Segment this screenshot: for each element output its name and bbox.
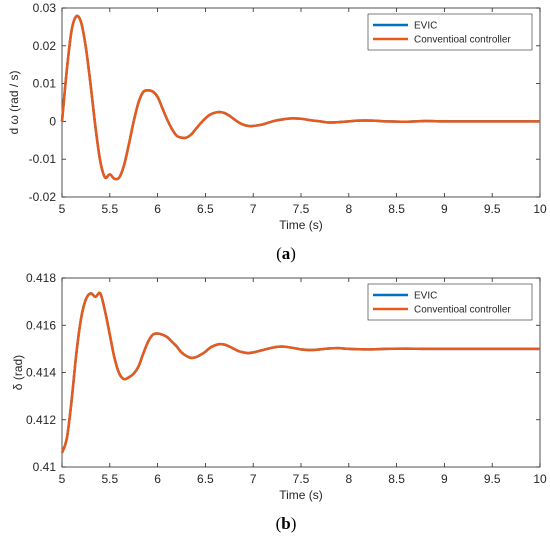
y-tick-label: 0.41 bbox=[33, 460, 57, 474]
x-axis-label: Time (s) bbox=[279, 218, 323, 232]
caption-b-letter: b bbox=[281, 514, 290, 533]
x-tick-label: 6 bbox=[154, 202, 161, 216]
y-tick-label: 0.418 bbox=[26, 271, 56, 285]
x-tick-label: 8.5 bbox=[388, 202, 405, 216]
y-tick-label: 0.02 bbox=[33, 39, 57, 53]
x-tick-label: 9.5 bbox=[484, 202, 501, 216]
legend-label-1: Conventioal controller bbox=[414, 305, 511, 316]
caption-a-letter: a bbox=[282, 244, 291, 263]
legend-label-0: EVIC bbox=[414, 291, 437, 302]
caption-a: (a) bbox=[276, 244, 296, 263]
x-tick-label: 6.5 bbox=[197, 472, 214, 486]
x-tick-label: 7 bbox=[250, 202, 257, 216]
legend-label-1: Conventioal controller bbox=[414, 35, 511, 46]
x-tick-label: 6 bbox=[154, 472, 161, 486]
y-tick-label: 0.416 bbox=[26, 318, 56, 332]
x-tick-label: 10 bbox=[533, 202, 547, 216]
x-tick-label: 7.5 bbox=[293, 202, 310, 216]
y-tick-label: 0.414 bbox=[26, 366, 56, 380]
x-tick-label: 6.5 bbox=[197, 202, 214, 216]
y-axis-label: δ (rad) bbox=[11, 355, 25, 390]
y-tick-label: 0.412 bbox=[26, 413, 56, 427]
legend-box bbox=[367, 283, 533, 321]
y-tick-label: 0.03 bbox=[33, 1, 57, 15]
legend-label-0: EVIC bbox=[414, 21, 437, 32]
caption-b: (b) bbox=[276, 514, 297, 533]
chart-a: 5 5.5 6 6.5 7 7.5 8 8.5 9 9.5 10 -0.02 -0.01 0 0.01 0.0… bbox=[7, 1, 547, 232]
series-line-conventioal-controller bbox=[60, 14, 540, 181]
x-tick-label: 5.5 bbox=[101, 472, 118, 486]
x-tick-label: 9 bbox=[441, 202, 448, 216]
x-tick-label: 9 bbox=[441, 472, 448, 486]
legend-box bbox=[367, 13, 533, 51]
x-tick-label: 8.5 bbox=[388, 472, 405, 486]
chart-b: 5 5.5 6 6.5 7 7.5 8 8.5 9 9.5 10 0.41 0.412 0.414 0.41… bbox=[11, 271, 547, 502]
x-tick-label: 5.5 bbox=[101, 202, 118, 216]
y-tick-label: 0.01 bbox=[33, 77, 57, 91]
x-tick-label: 10 bbox=[533, 472, 547, 486]
y-axis-label: d ω (rad / s) bbox=[7, 70, 21, 134]
y-tick-label: -0.01 bbox=[29, 152, 57, 166]
x-tick-label: 5 bbox=[59, 472, 66, 486]
series-line-conventioal-controller bbox=[60, 291, 540, 454]
x-tick-label: 8 bbox=[345, 472, 352, 486]
y-tick-label: -0.02 bbox=[29, 190, 57, 204]
y-tick-label: 0 bbox=[49, 114, 56, 128]
x-tick-label: 8 bbox=[345, 202, 352, 216]
x-tick-label: 7 bbox=[250, 472, 257, 486]
x-tick-label: 9.5 bbox=[484, 472, 501, 486]
x-axis-label: Time (s) bbox=[279, 488, 323, 502]
x-tick-label: 7.5 bbox=[293, 472, 310, 486]
x-tick-label: 5 bbox=[59, 202, 66, 216]
